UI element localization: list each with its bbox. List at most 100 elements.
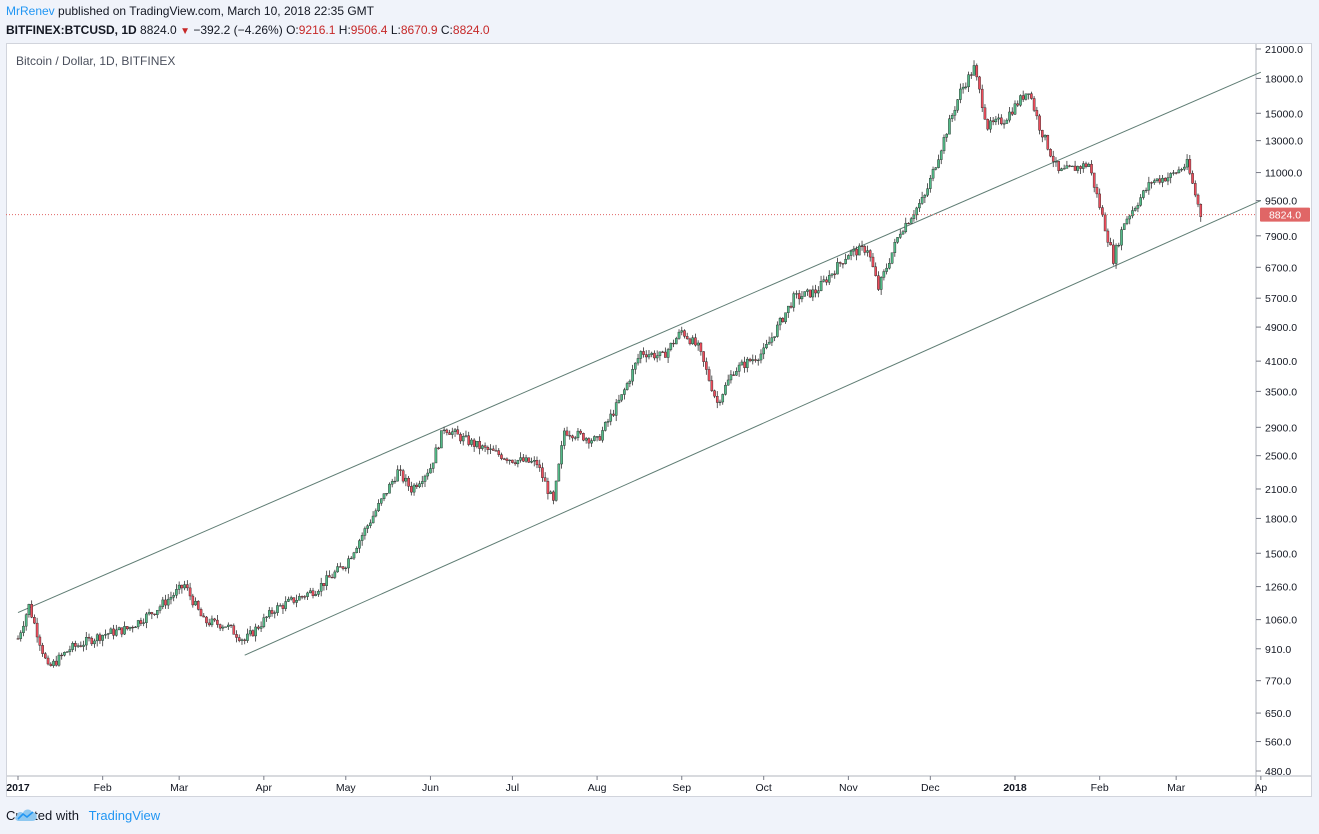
author-link[interactable]: MrRenev [6,4,55,18]
candle-body [1002,123,1006,125]
candle-body [890,252,894,264]
candle-body [707,369,711,381]
candle-body [1183,166,1186,170]
candle-body [1142,190,1145,198]
candle-body [877,275,880,290]
candle-body [543,477,547,482]
candle-body [1128,215,1132,220]
candle-body [836,262,839,275]
candle-body [1043,134,1047,138]
candle-body [797,293,801,300]
candle-body [35,622,39,638]
candle-body [177,584,181,590]
y-tick-label: 9500.0 [1265,196,1297,208]
candle-body [765,344,768,349]
candle-body [216,619,219,625]
candle-body [696,342,700,346]
candle-body [262,617,266,627]
candle-body [1021,95,1025,100]
candle-body [1114,245,1118,264]
candle-body [270,610,274,614]
candle-body [593,436,596,441]
candle-body [475,440,479,447]
price-change: −392.2 (−4.26%) [193,23,283,37]
candle-body [1155,178,1159,181]
candle-body [352,552,356,559]
candle-body [699,342,703,352]
candle-body [68,649,72,652]
candle-body [366,525,369,529]
x-tick-label: Jun [422,782,439,794]
candle-body [1000,117,1003,125]
candle-body [852,248,856,252]
candle-body [382,493,386,500]
candle-body [655,355,659,359]
candle-body [792,293,796,308]
x-tick-label: Apr [256,782,273,794]
tradingview-link[interactable]: TradingView [88,808,161,823]
candle-body [568,435,572,437]
candle-body [819,281,823,291]
candle-body [1010,111,1014,115]
candle-body [855,248,858,256]
candle-body [49,663,53,666]
candle-body [767,341,771,345]
x-tick-label: Jul [506,782,519,794]
candle-body [991,120,995,123]
candle-body [653,352,656,359]
candle-body [371,515,375,524]
x-tick-label: Ap [1254,782,1267,794]
candle-body [948,118,951,135]
candle-body [661,351,664,353]
candle-body [431,462,435,469]
candle-body [358,540,361,549]
candle-body [207,622,211,626]
candle-body [415,484,419,487]
candle-body [281,605,285,609]
candle-body [1185,159,1189,168]
candle-body [617,399,621,403]
last-price: 8824.0 [140,23,177,37]
candle-body [1054,161,1058,163]
candle-body [420,481,424,484]
candle-body [278,605,282,607]
candle-body [489,448,492,450]
chart-area[interactable] [6,43,1312,797]
candle-body [186,584,189,589]
y-tick-label: 18000.0 [1265,73,1303,85]
candle-body [904,222,908,232]
candle-body [90,637,94,645]
candle-body [584,438,588,441]
candle-body [153,613,156,615]
last-price-label: 8824.0 [1269,210,1301,222]
y-tick-label: 560.0 [1265,737,1291,749]
candle-body [789,305,793,308]
candle-body [975,65,979,78]
low-label: L: [390,23,401,37]
candle-body [625,383,629,390]
y-tick-label: 15000.0 [1265,108,1303,120]
candle-body [726,379,730,386]
candle-body [254,626,257,637]
x-tick-label: 2018 [1003,782,1027,794]
candle-body [658,351,662,356]
candle-body [724,384,727,395]
x-tick-label: Feb [1091,782,1109,794]
candle-body [806,289,809,292]
candle-body [1122,223,1126,230]
candle-body [964,86,968,88]
candle-body [1106,230,1110,243]
candle-body [956,99,959,111]
candle-body [410,486,413,493]
candle-body [1188,159,1192,174]
candle-body [677,331,681,339]
candle-body [508,459,511,462]
candle-body [871,256,875,268]
candle-body [1060,168,1063,171]
candle-body [715,395,719,403]
candle-body [778,318,782,326]
candle-body [38,636,42,646]
candle-body [448,432,451,435]
candle-body [1068,165,1071,167]
